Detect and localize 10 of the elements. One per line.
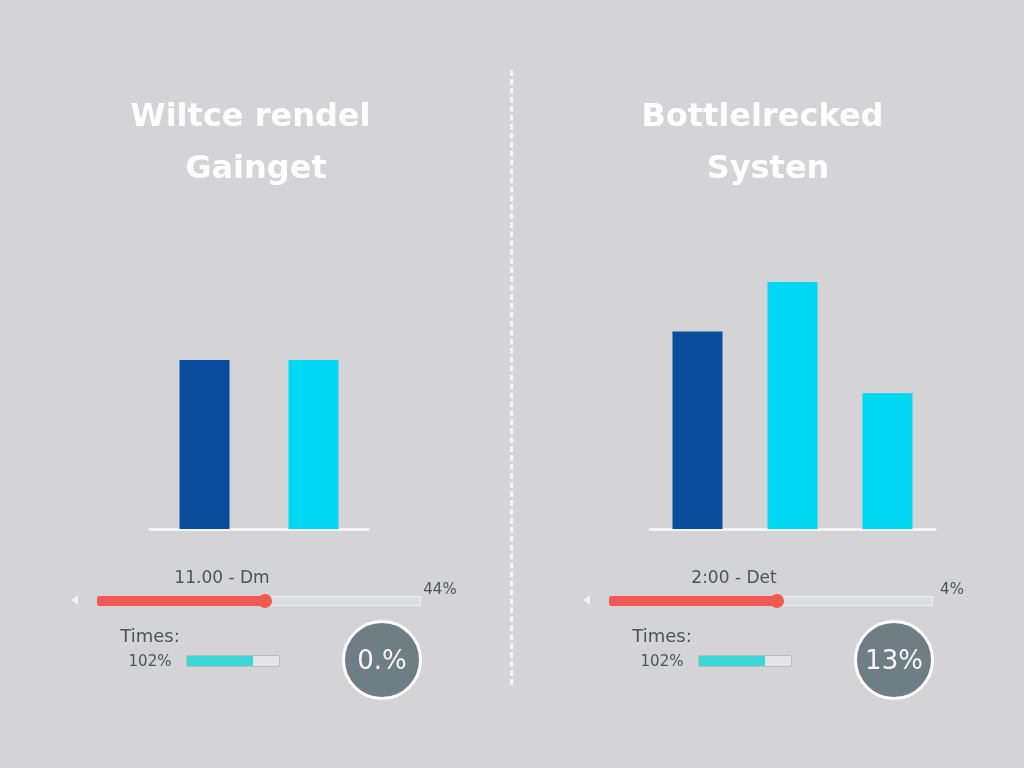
text: 102% (128, 652, 172, 670)
text: 102% (640, 652, 684, 670)
text: 2:00 - Det (691, 567, 777, 587)
text: Times: (120, 624, 180, 646)
text: 11.00 - Dm (174, 567, 270, 587)
text: 44% (423, 580, 457, 598)
text: 0.% (357, 645, 407, 675)
text: Times: (632, 624, 692, 646)
text: 4% (940, 580, 964, 598)
text: 13% (865, 645, 923, 675)
